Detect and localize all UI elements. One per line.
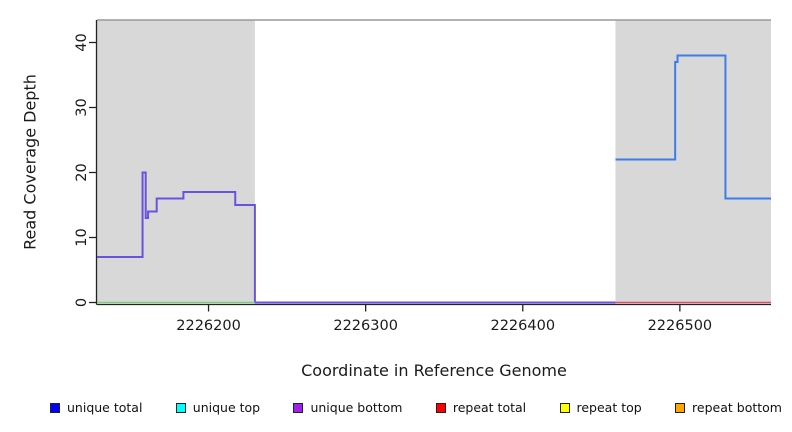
legend-swatch-icon <box>675 402 686 413</box>
legend: unique total unique top unique bottom repea… <box>50 400 782 415</box>
unique-bottom-coverage-step <box>97 171 616 304</box>
legend-item-repeat-total: repeat total <box>435 400 527 415</box>
legend-swatch-icon <box>559 402 570 413</box>
x-tick-label: 2226300 <box>333 318 398 334</box>
x-tick-label: 2226500 <box>648 318 713 334</box>
legend-label: unique bottom <box>310 400 403 415</box>
legend-label: unique total <box>67 400 143 415</box>
legend-swatch-icon <box>293 402 304 413</box>
legend-label: repeat total <box>452 400 527 415</box>
legend-item-unique-total: unique total <box>50 400 142 415</box>
left-shaded-region <box>97 20 255 304</box>
legend-item-repeat-bottom: repeat bottom <box>675 400 782 415</box>
y-axis-label: Read Coverage Depth <box>20 74 40 250</box>
x-tick-label: 2226400 <box>490 318 555 334</box>
legend-label: unique top <box>192 400 261 415</box>
y-tick-label: 20 <box>74 163 90 181</box>
legend-label: repeat top <box>576 400 642 415</box>
legend-swatch-icon <box>50 402 60 413</box>
unique-total-coverage-step <box>615 54 771 200</box>
legend-swatch-icon <box>175 402 186 413</box>
y-tick-label: 40 <box>74 33 90 51</box>
x-axis-label: Coordinate in Reference Genome <box>301 361 567 380</box>
x-tick-label: 2226200 <box>176 318 241 334</box>
y-tick-label: 0 <box>74 298 90 307</box>
right-shaded-region <box>615 20 771 304</box>
legend-item-unique-top: unique top <box>175 400 261 415</box>
legend-item-unique-bottom: unique bottom <box>293 400 403 415</box>
y-tick-label: 30 <box>74 98 90 116</box>
legend-swatch-icon <box>435 402 446 413</box>
legend-item-repeat-top: repeat top <box>559 400 642 415</box>
legend-label: repeat bottom <box>692 400 782 415</box>
y-tick-label: 10 <box>74 228 90 246</box>
